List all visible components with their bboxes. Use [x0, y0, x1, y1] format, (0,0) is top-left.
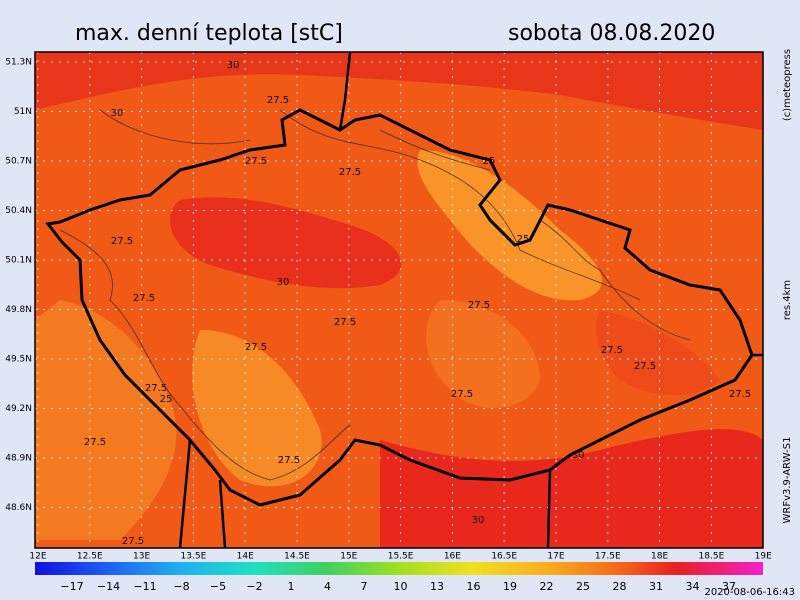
- lon-label: 12.5E: [77, 552, 103, 562]
- lon-label: 14E: [237, 552, 254, 562]
- timestamp: 2020-08-06-16:43: [704, 587, 795, 598]
- contour-label: 27.5: [111, 236, 133, 247]
- lon-label: 18.5E: [699, 552, 725, 562]
- lon-label: 13E: [133, 552, 150, 562]
- lat-label: 51N: [14, 107, 32, 117]
- lon-label: 17.5E: [595, 552, 621, 562]
- colorbar-label: 25: [576, 580, 590, 593]
- colorbar-label: 22: [540, 580, 554, 593]
- contour-label: 25: [483, 156, 496, 167]
- colorbar-label: 16: [467, 580, 481, 593]
- map: 3027.53027.527.5252527.53027.527.527.527…: [35, 52, 763, 548]
- lat-label: 50.4N: [5, 206, 32, 216]
- lat-label: 48.9N: [5, 454, 32, 464]
- lat-label: 49.5N: [5, 355, 32, 365]
- colorbar-label: 4: [324, 580, 331, 593]
- contour-label: 27.5: [278, 455, 300, 466]
- colorbar-label: 34: [686, 580, 700, 593]
- lon-label: 17E: [547, 552, 564, 562]
- colorbar-label: −2: [246, 580, 262, 593]
- lat-label: 50.7N: [5, 157, 32, 167]
- contour-label: 27.5: [267, 95, 289, 106]
- contour-label: 27.5: [601, 345, 623, 356]
- colorbar-label: 31: [649, 580, 663, 593]
- colorbar-label: 1: [288, 580, 295, 593]
- model: WRFv3.9-ARW-S1: [782, 437, 793, 524]
- colorbar-label: −11: [133, 580, 156, 593]
- lon-label: 19E: [755, 552, 772, 562]
- contour-label: 27.5: [245, 342, 267, 353]
- lon-label: 16.5E: [491, 552, 517, 562]
- colorbar-label: −5: [210, 580, 226, 593]
- colorbar-label: 37: [722, 580, 736, 593]
- colorbar-label: 13: [430, 580, 444, 593]
- date: sobota 08.08.2020: [508, 21, 715, 46]
- lat-label: 48.6N: [5, 503, 32, 513]
- contour-label: 30: [572, 450, 585, 461]
- title: max. denní teplota [stC]: [75, 21, 343, 46]
- contour-label: 27.5: [84, 437, 106, 448]
- contour-label: 27.5: [729, 389, 751, 400]
- contour-label: 25: [160, 394, 173, 405]
- contour-label: 27.5: [451, 389, 473, 400]
- contour-label: 30: [111, 108, 124, 119]
- resolution: res.4km: [782, 280, 793, 320]
- credit: (c)meteopress: [782, 49, 793, 121]
- colorbar-label: 19: [503, 580, 517, 593]
- contour-label: 27.5: [468, 300, 490, 311]
- lon-label: 13.5E: [181, 552, 207, 562]
- contour-label: 27.5: [339, 167, 361, 178]
- contour-label: 25: [517, 234, 530, 245]
- lat-label: 49.2N: [5, 404, 32, 414]
- contour-label: 27.5: [245, 156, 267, 167]
- lon-label: 18E: [651, 552, 668, 562]
- contour-label: 30: [472, 515, 485, 526]
- contour-label: 30: [227, 60, 240, 71]
- lat-label: 50.1N: [5, 256, 32, 266]
- contour-label: 27.5: [334, 317, 356, 328]
- lon-label: 16E: [444, 552, 461, 562]
- contour-label: 27.5: [133, 293, 155, 304]
- colorbar-label: −14: [97, 580, 120, 593]
- contour-label: 30: [277, 277, 290, 288]
- contour-label: 27.5: [145, 383, 167, 394]
- colorbar: [35, 562, 763, 575]
- lat-label: 49.8N: [5, 305, 32, 315]
- colorbar-label: −17: [60, 580, 83, 593]
- contour-label: 27.5: [122, 536, 144, 547]
- colorbar-label: 7: [361, 580, 368, 593]
- map-frame: [34, 51, 764, 549]
- lon-label: 14.5E: [284, 552, 310, 562]
- lon-label: 15E: [340, 552, 357, 562]
- contour-label: 27.5: [634, 361, 656, 372]
- colorbar-label: 28: [613, 580, 627, 593]
- lon-label: 15.5E: [388, 552, 414, 562]
- colorbar-label: −8: [173, 580, 189, 593]
- lon-label: 12E: [29, 552, 46, 562]
- colorbar-label: 10: [394, 580, 408, 593]
- lat-label: 51.3N: [5, 58, 32, 68]
